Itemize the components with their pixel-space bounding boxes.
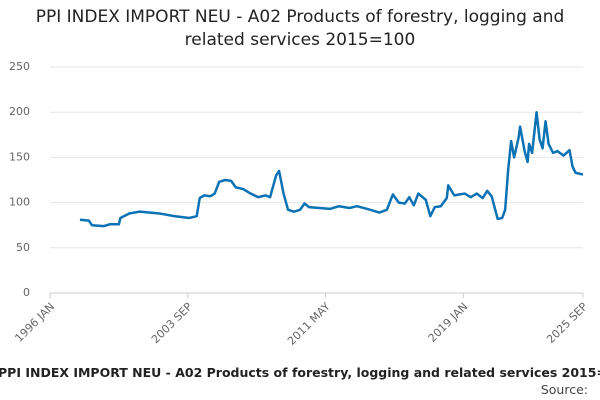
caption: PPI INDEX IMPORT NEU - A02 Products of f…: [0, 365, 600, 380]
y-tick-label: 50: [16, 241, 30, 254]
source: Source:: [540, 382, 588, 397]
y-tick-label: 200: [9, 105, 30, 118]
x-tick-label: 2003 SEP: [149, 300, 195, 346]
x-tick-label: 2019 JAN: [426, 300, 471, 345]
chart-title: PPI INDEX IMPORT NEU - A02 Products of f…: [35, 7, 565, 50]
y-tick-label: 0: [23, 286, 30, 299]
y-tick-label: 250: [9, 60, 30, 73]
x-tick-label: 1996 JAN: [12, 300, 57, 345]
x-tick-label: 2011 MAY: [285, 300, 333, 348]
x-tick-label: 2025 SEP: [544, 300, 590, 346]
y-tick-label: 100: [9, 196, 30, 209]
data-line: [79, 110, 584, 228]
y-tick-label: 150: [9, 150, 30, 163]
